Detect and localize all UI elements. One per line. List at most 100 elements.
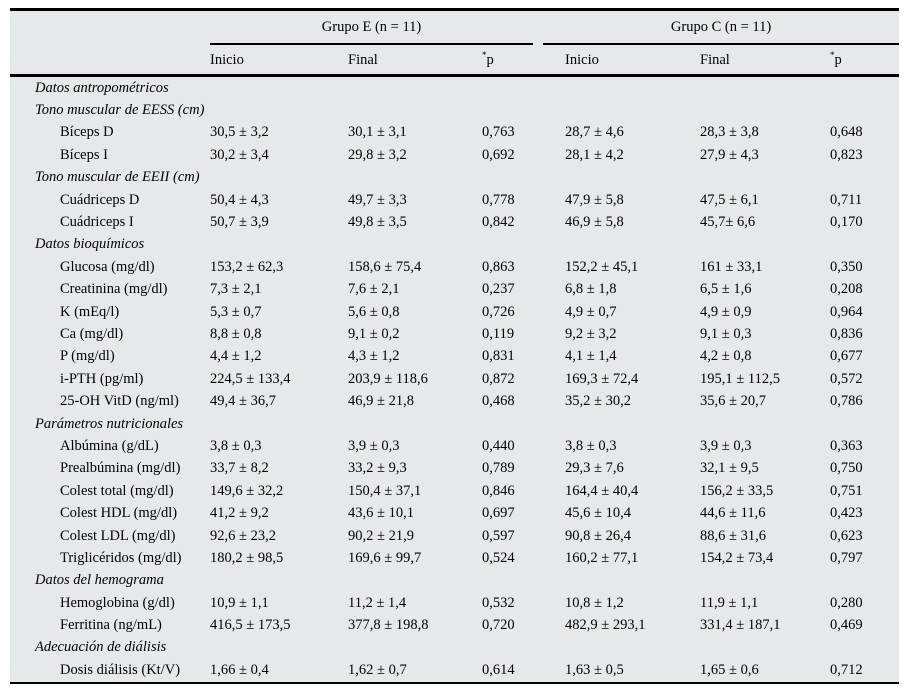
cell-value: 149,6 ± 32,2 [210,482,284,499]
table-row: Ferritina (ng/mL) 416,5 ± 173,5 377,8 ± 19… [10,614,899,636]
cell-value: 30,1 ± 3,1 [348,124,407,141]
cell-value: 0,831 [482,348,515,365]
cell-value: 41,2 ± 9,2 [210,505,269,522]
row-label: Ferritina (ng/mL) [60,617,162,634]
cell-value: 0,842 [482,214,515,231]
section-label: Datos bioquímicos [35,236,145,253]
cell-value: 46,9 ± 21,8 [348,393,414,410]
cell-value: 1,66 ± 0,4 [210,661,269,678]
cell-value: 153,2 ± 62,3 [210,258,284,275]
cell-value: 0,170 [830,214,863,231]
table-row: Colest total (mg/dl) 149,6 ± 32,2 150,4 ± … [10,480,899,502]
col-header-label: Inicio [565,52,599,68]
cell-value: 169,3 ± 72,4 [565,370,639,387]
cell-value: 44,6 ± 11,6 [700,505,766,522]
cell-value: 29,8 ± 3,2 [348,146,407,163]
column-header-row: Inicio Final *p Inicio Final *p [10,45,900,77]
cell-value: 164,4 ± 40,4 [565,482,639,499]
cell-value: 482,9 ± 293,1 [565,617,646,634]
table-row: Bíceps D 30,5 ± 3,2 30,1 ± 3,1 0,763 28,7 ± … [10,122,899,144]
col-header-label: Final [700,52,730,68]
table-row: i-PTH (pg/ml) 224,5 ± 133,4 203,9 ± 118,6 0… [10,368,899,390]
cell-value: 47,9 ± 5,8 [565,191,624,208]
row-label: Glucosa (mg/dl) [60,258,155,275]
cell-value: 45,6 ± 10,4 [565,505,631,522]
cell-value: 0,697 [482,505,515,522]
cell-value: 161 ± 33,1 [700,258,763,275]
section-row: Datos del hemograma [10,570,899,592]
cell-value: 49,4 ± 36,7 [210,393,276,410]
col-header-final-e: Final [348,45,482,77]
table-row: P (mg/dl) 4,4 ± 1,2 4,3 ± 1,2 0,831 4,1 ± 1,… [10,346,899,368]
cell-value: 0,350 [830,258,863,275]
cell-value: 0,692 [482,146,515,163]
cell-value: 4,4 ± 1,2 [210,348,262,365]
cell-value: 7,3 ± 2,1 [210,281,262,298]
table-row: Creatinina (mg/dl) 7,3 ± 2,1 7,6 ± 2,1 0,23… [10,279,899,301]
cell-value: 30,2 ± 3,4 [210,146,269,163]
cell-value: 331,4 ± 187,1 [700,617,781,634]
cell-value: 0,846 [482,482,515,499]
cell-value: 45,7± 6,6 [700,214,756,231]
cell-value: 156,2 ± 33,5 [700,482,774,499]
cell-value: 158,6 ± 75,4 [348,258,422,275]
section-row: Tono muscular de EEII (cm) [10,167,899,189]
cell-value: 35,2 ± 30,2 [565,393,631,410]
cell-value: 0,280 [830,594,863,611]
cell-value: 10,9 ± 1,1 [210,594,269,611]
row-label: Hemoglobina (g/dl) [60,594,175,611]
cell-value: 195,1 ± 112,5 [700,370,780,387]
col-header-final-c: Final [700,45,831,77]
cell-value: 27,9 ± 4,3 [700,146,759,163]
cell-value: 0,469 [830,617,863,634]
row-label: Triglicéridos (mg/dl) [60,549,182,566]
cell-value: 0,677 [830,348,863,365]
cell-value: 1,63 ± 0,5 [565,661,624,678]
cell-value: 0,786 [830,393,863,410]
cell-value: 46,9 ± 5,8 [565,214,624,231]
table-row: Glucosa (mg/dl) 153,2 ± 62,3 158,6 ± 75,4 0… [10,256,899,278]
cell-value: 49,8 ± 3,5 [348,214,407,231]
col-header-p-e: *p [482,45,566,77]
section-label: Datos del hemograma [35,572,164,589]
section-label: Adecuación de diálisis [35,639,167,656]
cell-value: 0,524 [482,549,515,566]
empty-corner-cell [10,10,210,46]
cell-value: 0,751 [830,482,863,499]
cell-value: 0,726 [482,303,515,320]
row-label: 25-OH VitD (ng/ml) [60,393,179,410]
group-c-header-cell: Grupo C (n = 11) [543,10,900,45]
section-row: Parámetros nutricionales [10,413,899,435]
cell-value: 0,872 [482,370,515,387]
col-header-label: Final [348,52,378,68]
row-label: P (mg/dl) [60,348,115,365]
row-label: Cuádriceps D [60,191,140,208]
cell-value: 28,1 ± 4,2 [565,146,624,163]
cell-value: 10,8 ± 1,2 [565,594,624,611]
row-label: K (mEq/l) [60,303,120,320]
cell-value: 6,5 ± 1,6 [700,281,752,298]
table-row: Triglicéridos (mg/dl) 180,2 ± 98,5 169,6 ±… [10,547,899,569]
cell-value: 4,1 ± 1,4 [565,348,617,365]
cell-value: 0,711 [830,191,863,208]
section-row: Adecuación de diálisis [10,637,899,659]
cell-value: 0,712 [830,661,863,678]
cell-value: 33,2 ± 9,3 [348,460,407,477]
cell-value: 0,823 [830,146,863,163]
cell-value: 160,2 ± 77,1 [565,549,639,566]
cell-value: 0,423 [830,505,863,522]
section-row: Tono muscular de EESS (cm) [10,99,899,121]
table-row: Cuádriceps D 50,4 ± 4,3 49,7 ± 3,3 0,778 47,… [10,189,899,211]
cell-value: 5,6 ± 0,8 [348,303,400,320]
asterisk-footnote-mark: * [482,50,487,61]
cell-value: 0,763 [482,124,515,141]
table-row: Colest HDL (mg/dl) 41,2 ± 9,2 43,6 ± 10,1 0… [10,502,899,524]
cell-value: 9,1 ± 0,3 [700,325,752,342]
section-label: Datos antropométricos [35,79,169,96]
row-label: Prealbúmina (mg/dl) [60,460,181,477]
cell-value: 0,797 [830,549,863,566]
cell-value: 0,836 [830,325,863,342]
cell-value: 47,5 ± 6,1 [700,191,759,208]
table-row: 25-OH VitD (ng/ml) 49,4 ± 36,7 46,9 ± 21,8… [10,390,899,412]
col-header-inicio-e: Inicio [210,45,348,77]
